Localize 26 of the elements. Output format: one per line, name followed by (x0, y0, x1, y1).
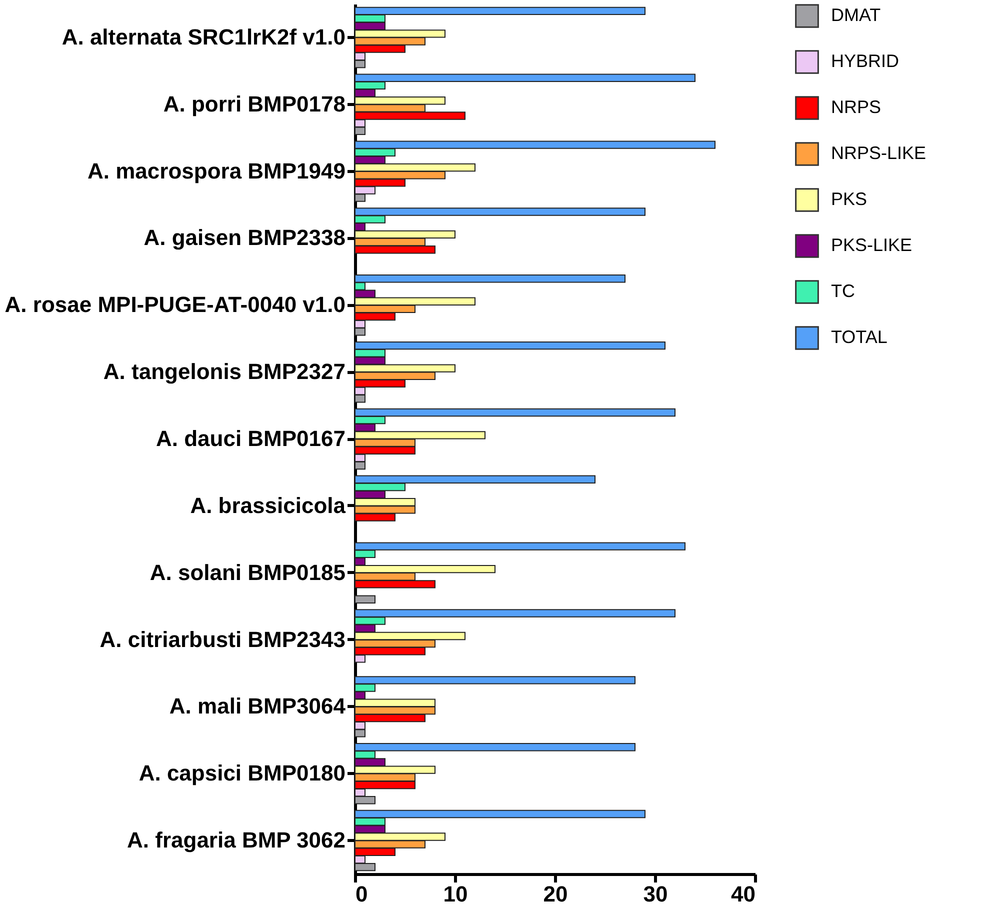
legend-label: DMAT (831, 5, 881, 25)
y-tick-label: A. tangelonis BMP2327 (103, 359, 346, 384)
x-tick-label: 10 (443, 882, 468, 906)
y-tick-label: A. brassicicola (190, 492, 346, 518)
legend-label: TC (831, 281, 855, 301)
legend-label: NRPS (831, 97, 882, 117)
x-tick-label: 30 (643, 882, 668, 906)
legend-label: HYBRID (831, 51, 900, 71)
y-tick-label: A. macrospora BMP1949 (88, 158, 346, 184)
y-tick-label: A. alternata SRC1lrK2f v1.0 (62, 24, 346, 50)
y-tick-label: A. dauci BMP0167 (156, 426, 346, 451)
x-tick-label: 0 (356, 882, 368, 906)
legend-label: PKS-LIKE (831, 235, 912, 255)
y-tick-label: A. solani BMP0185 (150, 560, 346, 585)
legend-label: PKS (831, 189, 868, 209)
y-tick-label: A. gaisen BMP2338 (144, 225, 346, 250)
legend-label: NRPS-LIKE (831, 143, 926, 163)
y-tick-label: A. fragaria BMP 3062 (127, 828, 346, 853)
y-tick-label: A. mali BMP3064 (169, 694, 346, 719)
y-tick-label: A. rosae MPI-PUGE-AT-0040 v1.0 (4, 292, 346, 318)
x-tick-label: 40 (731, 882, 756, 906)
x-tick-label: 20 (543, 882, 568, 906)
y-tick-label: A. capsici BMP0180 (138, 760, 346, 786)
legend-label: TOTAL (831, 327, 888, 347)
y-tick-label: A. porri BMP0178 (163, 91, 346, 116)
y-tick-label: A. citriarbusti BMP2343 (100, 626, 346, 652)
